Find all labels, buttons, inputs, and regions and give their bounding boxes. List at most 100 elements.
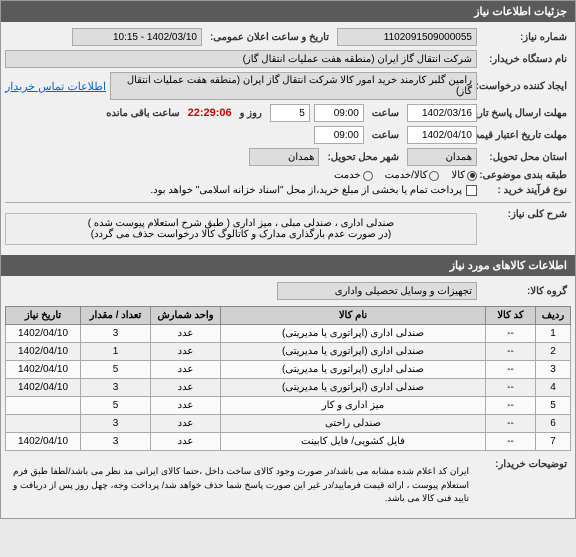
requester-label: ایجاد کننده درخواست: xyxy=(481,81,571,92)
requester-value: رامین گلبر کارمند خرید امور کالا شرکت ان… xyxy=(110,72,477,100)
table-cell: عدد xyxy=(151,343,221,361)
table-cell: 1402/04/10 xyxy=(6,361,81,379)
city-label: شهر محل تحویل: xyxy=(323,152,403,163)
contact-info-link[interactable]: اطلاعات تماس خریدار xyxy=(5,80,106,93)
radio-goods-label: کالا xyxy=(451,170,465,181)
time-label-1: ساعت xyxy=(368,108,403,119)
radio-goods-service[interactable]: کالا/خدمت xyxy=(385,170,440,181)
deadline-label: مهلت ارسال پاسخ تاریخ: xyxy=(481,108,571,119)
goods-section-title: اطلاعات کالاهای مورد نیاز xyxy=(1,255,575,276)
remaining-days-value: 5 xyxy=(270,104,310,122)
panel-title: جزئیات اطلاعات نیاز xyxy=(1,1,575,22)
category-radio-group: کالا کالا/خدمت خدمت xyxy=(334,170,477,181)
table-cell: 5 xyxy=(81,361,151,379)
table-cell: -- xyxy=(486,397,536,415)
radio-circle-icon xyxy=(429,171,439,181)
group-label: گروه کالا: xyxy=(481,286,571,297)
deadline-time-value: 09:00 xyxy=(314,104,364,122)
validity-date-value: 1402/04/10 xyxy=(407,126,477,144)
col-unit: واحد شمارش xyxy=(151,307,221,325)
table-cell: 2 xyxy=(536,343,571,361)
category-label: طبقه بندی موضوعی: xyxy=(481,170,571,181)
table-row: 5--میز اداری و کارعدد5 xyxy=(6,397,571,415)
table-row: 4--صندلی اداری (اپراتوری یا مدیریتی)عدد3… xyxy=(6,379,571,397)
group-value: تجهیزات و وسایل تحصیلی واداری xyxy=(277,282,477,300)
announce-date-value: 1402/03/10 - 10:15 xyxy=(72,28,202,46)
description-block: صندلی اداری ، صندلی مبلی ، میز اداری ( ط… xyxy=(5,213,477,245)
table-cell: 5 xyxy=(81,397,151,415)
footer-label: توضیحات خریدار: xyxy=(481,459,571,470)
table-cell: 3 xyxy=(81,325,151,343)
table-cell: 1402/04/10 xyxy=(6,379,81,397)
table-row: 7--فایل کشویی/ فایل کابینتعدد31402/04/10 xyxy=(6,433,571,451)
table-cell: عدد xyxy=(151,379,221,397)
remaining-suffix: ساعت باقی مانده xyxy=(102,108,183,119)
table-cell: صندلی راحتی xyxy=(221,415,486,433)
table-cell: -- xyxy=(486,343,536,361)
radio-goods[interactable]: کالا xyxy=(451,170,477,181)
table-cell: -- xyxy=(486,379,536,397)
buyer-label: نام دستگاه خریدار: xyxy=(481,54,571,65)
table-cell: عدد xyxy=(151,397,221,415)
table-cell: 3 xyxy=(81,379,151,397)
city-value: همدان xyxy=(249,148,319,166)
radio-circle-icon xyxy=(363,171,373,181)
radio-circle-icon xyxy=(467,171,477,181)
table-cell: عدد xyxy=(151,415,221,433)
table-cell: 7 xyxy=(536,433,571,451)
table-cell: عدد xyxy=(151,325,221,343)
purchase-note: پرداخت تمام یا بخشی از مبلغ خرید،از محل … xyxy=(150,185,462,196)
description-line1: صندلی اداری ، صندلی مبلی ، میز اداری ( ط… xyxy=(14,218,468,229)
remaining-days-label: روز و xyxy=(236,108,266,119)
table-row: 6--صندلی راحتیعدد3 xyxy=(6,415,571,433)
table-cell: 4 xyxy=(536,379,571,397)
table-cell: 3 xyxy=(81,433,151,451)
table-row: 3--صندلی اداری (اپراتوری یا مدیریتی)عدد5… xyxy=(6,361,571,379)
buyer-value: شرکت انتقال گاز ایران (منطقه هفت عملیات … xyxy=(5,50,477,68)
need-number-label: شماره نیاز: xyxy=(481,32,571,43)
table-cell: -- xyxy=(486,433,536,451)
purchase-checkbox[interactable] xyxy=(466,185,477,196)
table-cell: 1402/04/10 xyxy=(6,343,81,361)
col-row-num: ردیف xyxy=(536,307,571,325)
table-cell: 1 xyxy=(81,343,151,361)
deadline-date-value: 1402/03/16 xyxy=(407,104,477,122)
table-cell: 3 xyxy=(536,361,571,379)
table-cell: 5 xyxy=(536,397,571,415)
table-row: 2--صندلی اداری (اپراتوری یا مدیریتی)عدد1… xyxy=(6,343,571,361)
buyer-notes: ایران کد اعلام شده مشابه می باشد/در صورت… xyxy=(5,459,477,512)
description-line2: (در صورت عدم بارگذاری مدارک و کاتالوگ کا… xyxy=(14,229,468,240)
table-cell: -- xyxy=(486,325,536,343)
table-cell: فایل کشویی/ فایل کابینت xyxy=(221,433,486,451)
table-cell: صندلی اداری (اپراتوری یا مدیریتی) xyxy=(221,343,486,361)
table-row: 1--صندلی اداری (اپراتوری یا مدیریتی)عدد3… xyxy=(6,325,571,343)
table-cell xyxy=(6,415,81,433)
table-cell: عدد xyxy=(151,361,221,379)
purchase-type-label: نوع فرآیند خرید : xyxy=(481,185,571,196)
table-cell: 1 xyxy=(536,325,571,343)
radio-service[interactable]: خدمت xyxy=(334,170,373,181)
table-cell: صندلی اداری (اپراتوری یا مدیریتی) xyxy=(221,361,486,379)
province-label: استان محل تحویل: xyxy=(481,152,571,163)
need-number-value: 1102091509000055 xyxy=(337,28,477,46)
table-cell: 3 xyxy=(81,415,151,433)
table-cell: -- xyxy=(486,361,536,379)
goods-table: ردیف کد کالا نام کالا واحد شمارش تعداد /… xyxy=(5,306,571,451)
validity-time-value: 09:00 xyxy=(314,126,364,144)
table-cell: صندلی اداری (اپراتوری یا مدیریتی) xyxy=(221,325,486,343)
validity-label: مهلت تاریخ اعتبار قیمت تا تاریخ: xyxy=(481,130,571,141)
table-cell: میز اداری و کار xyxy=(221,397,486,415)
time-label-2: ساعت xyxy=(368,130,403,141)
announce-date-label: تاریخ و ساعت اعلان عمومی: xyxy=(206,32,333,43)
table-cell: 6 xyxy=(536,415,571,433)
col-name: نام کالا xyxy=(221,307,486,325)
radio-service-label: خدمت xyxy=(334,170,361,181)
radio-goods-service-label: کالا/خدمت xyxy=(385,170,428,181)
table-cell: عدد xyxy=(151,433,221,451)
table-cell: 1402/04/10 xyxy=(6,325,81,343)
col-qty: تعداد / مقدار xyxy=(81,307,151,325)
province-value: همدان xyxy=(407,148,477,166)
table-cell xyxy=(6,397,81,415)
table-cell: 1402/04/10 xyxy=(6,433,81,451)
table-header-row: ردیف کد کالا نام کالا واحد شمارش تعداد /… xyxy=(6,307,571,325)
